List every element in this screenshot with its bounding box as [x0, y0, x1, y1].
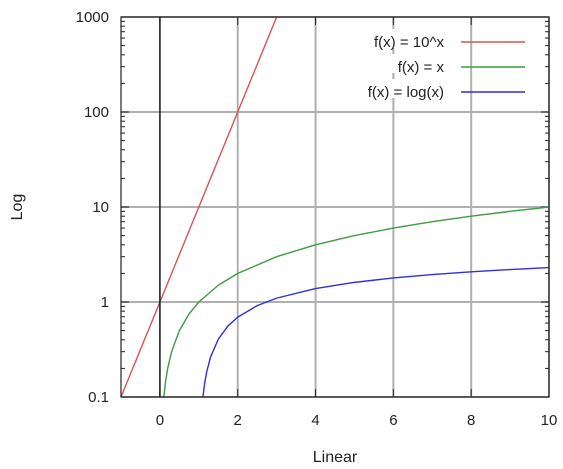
series-line-2: [163, 206, 550, 398]
x-tick-label: 6: [389, 412, 397, 429]
tick-labels: 0 2 4 6 8 10 0.1 1 10 100 1000: [76, 9, 558, 429]
series-line-3: [202, 266, 550, 398]
y-tick-label: 10: [92, 199, 109, 216]
x-tick-label: 8: [467, 412, 475, 429]
y-tick-label: 0.1: [88, 389, 109, 406]
x-tick-label: 10: [541, 412, 558, 429]
grid: [121, 16, 550, 398]
legend-label-bg: [326, 29, 448, 48]
legend-label: f(x) = log(x): [368, 84, 444, 101]
legend-label-bg: [326, 54, 448, 73]
x-tick-label: 4: [311, 412, 319, 429]
legend-label-bg: [326, 79, 448, 98]
series-line-1: [120, 16, 278, 398]
plot-frame: [120, 16, 550, 398]
x-axis-label: Linear: [313, 449, 358, 466]
y-axis-label: Log: [9, 194, 26, 221]
legend-label: f(x) = x: [398, 59, 445, 76]
y-tick-label: 1: [101, 294, 109, 311]
y-tick-label: 100: [84, 104, 109, 121]
legend: f(x) = 10^x f(x) = x f(x) = log(x): [326, 29, 525, 101]
legend-label: f(x) = 10^x: [374, 34, 444, 51]
x-tick-label: 2: [234, 412, 242, 429]
x-tick-label: 0: [156, 412, 164, 429]
y-tick-label: 1000: [76, 9, 109, 26]
series-layer: [120, 16, 550, 398]
